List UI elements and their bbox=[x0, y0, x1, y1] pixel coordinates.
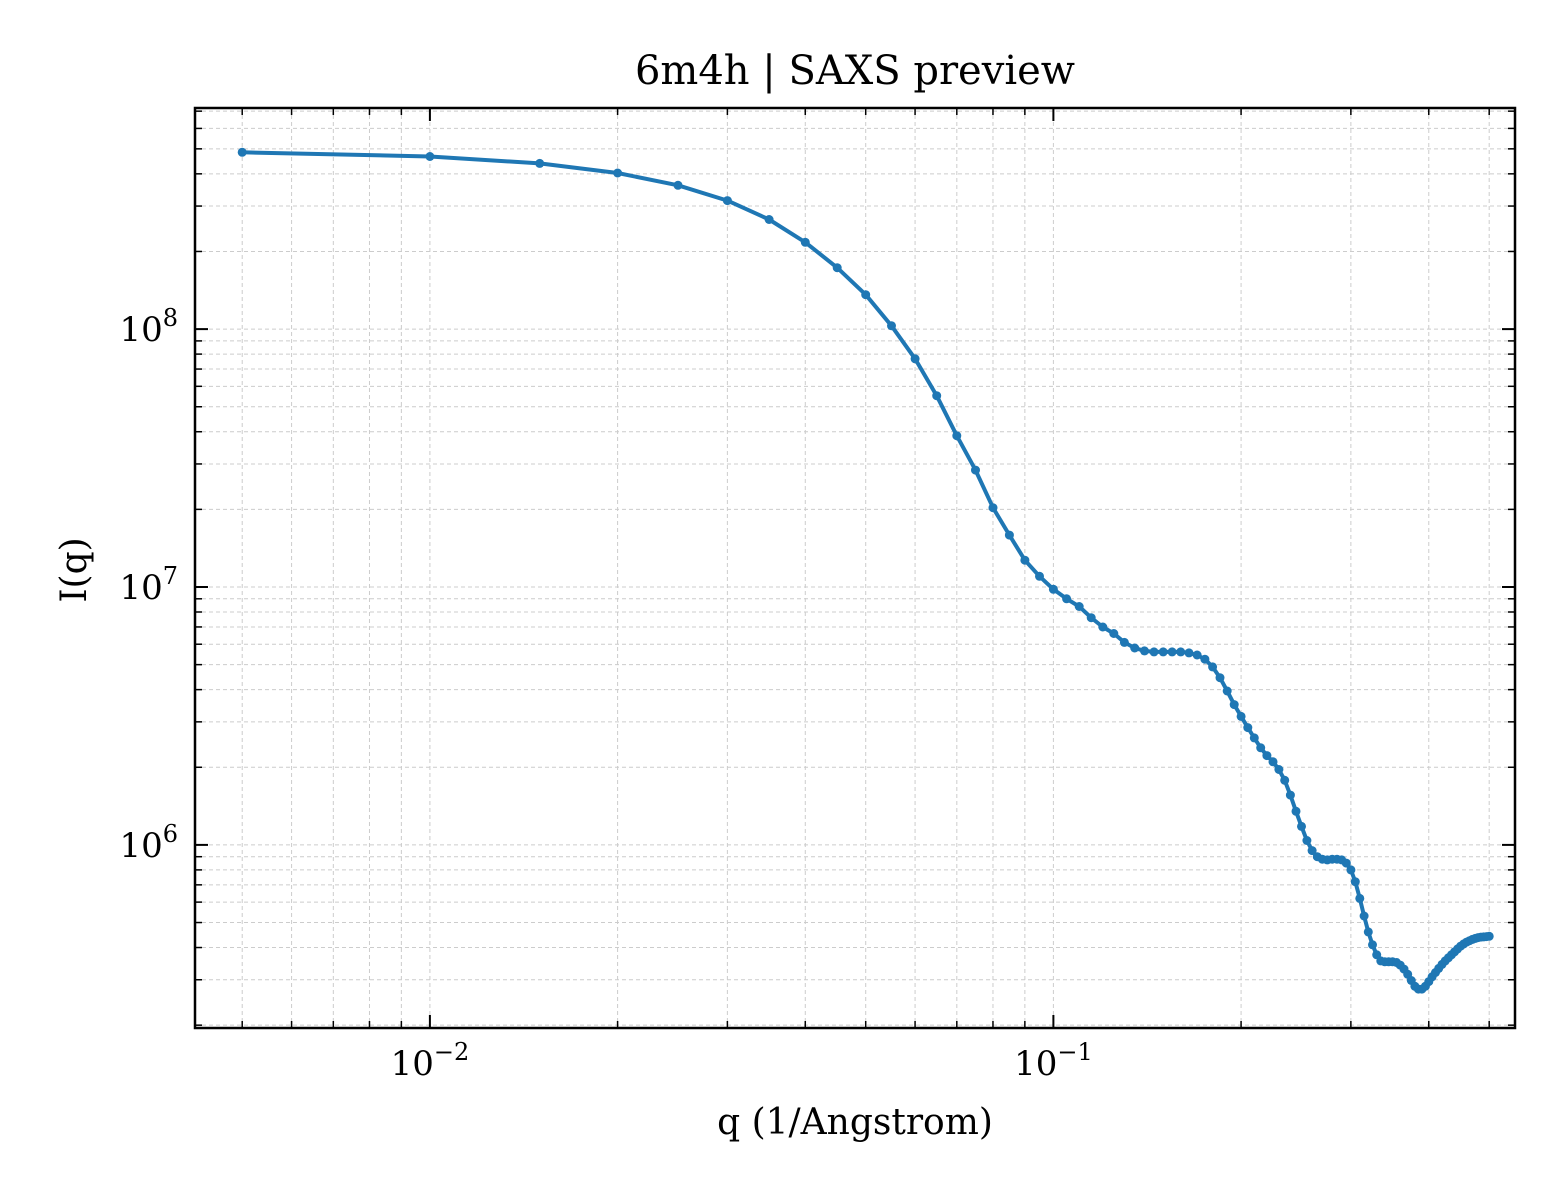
data-point bbox=[1222, 686, 1232, 696]
x-tick-label: 10−2 bbox=[391, 1038, 470, 1084]
data-point bbox=[1109, 629, 1119, 638]
data-point bbox=[971, 465, 980, 475]
data-point bbox=[1149, 647, 1159, 657]
data-point bbox=[535, 158, 545, 168]
data-point bbox=[1346, 865, 1356, 875]
y-tick-label: 106 bbox=[119, 820, 178, 866]
data-point bbox=[1268, 757, 1278, 767]
data-point bbox=[237, 147, 247, 157]
data-point bbox=[1098, 622, 1108, 632]
x-axis-label: q (1/Angstrom) bbox=[717, 1102, 993, 1143]
plot-area bbox=[237, 147, 1494, 994]
x-tick-label: 10−1 bbox=[1014, 1038, 1093, 1084]
data-point bbox=[1274, 765, 1284, 774]
data-point bbox=[1176, 647, 1186, 657]
data-point bbox=[1484, 931, 1494, 941]
data-point bbox=[1119, 637, 1129, 647]
axes-frame bbox=[193, 106, 1517, 1030]
data-point bbox=[1285, 790, 1295, 800]
data-point bbox=[1262, 751, 1272, 761]
data-point bbox=[1192, 650, 1202, 660]
data-point bbox=[932, 391, 942, 401]
data-point bbox=[1291, 806, 1301, 816]
data-point bbox=[1130, 643, 1140, 653]
data-point bbox=[1048, 584, 1058, 594]
data-point bbox=[764, 215, 774, 224]
data-point bbox=[1184, 648, 1194, 658]
data-point bbox=[1215, 673, 1225, 683]
data-point bbox=[1280, 775, 1290, 785]
data-point bbox=[613, 168, 623, 178]
data-point bbox=[1229, 700, 1239, 710]
data-point bbox=[1359, 911, 1369, 921]
data-point bbox=[1350, 877, 1360, 887]
data-point bbox=[425, 152, 435, 161]
data-point bbox=[887, 321, 896, 331]
data-point bbox=[988, 503, 998, 513]
y-tick-label: 108 bbox=[119, 304, 178, 350]
data-point bbox=[952, 431, 962, 441]
data-point bbox=[910, 354, 920, 364]
data-point bbox=[1074, 602, 1084, 611]
data-point bbox=[1086, 613, 1096, 623]
data-point bbox=[1167, 647, 1177, 657]
y-axis-label: I(q) bbox=[54, 537, 95, 602]
data-point bbox=[1307, 846, 1317, 856]
data-point bbox=[1368, 940, 1377, 950]
chart-title: 6m4h | SAXS preview bbox=[635, 48, 1075, 94]
data-point bbox=[1243, 723, 1253, 733]
data-point bbox=[861, 290, 871, 300]
data-point bbox=[1062, 594, 1072, 604]
data-point bbox=[1035, 571, 1044, 581]
grid bbox=[195, 108, 1515, 1028]
data-point bbox=[1236, 711, 1246, 721]
y-tick-label: 107 bbox=[119, 562, 178, 608]
data-point bbox=[1341, 858, 1351, 868]
data-point bbox=[1208, 662, 1218, 672]
data-point bbox=[673, 180, 683, 190]
data-point bbox=[1256, 743, 1266, 753]
data-point bbox=[1158, 647, 1168, 657]
ticks: 10−2 10−1 106 107 108 bbox=[119, 108, 1515, 1084]
data-point bbox=[800, 237, 810, 247]
data-point bbox=[832, 263, 842, 273]
data-point bbox=[1004, 530, 1014, 540]
data-point bbox=[1363, 927, 1373, 937]
data-point bbox=[722, 196, 732, 206]
data-point bbox=[1020, 555, 1030, 565]
data-point bbox=[1249, 733, 1259, 743]
data-point bbox=[1302, 836, 1312, 845]
data-point bbox=[1200, 654, 1210, 664]
data-point bbox=[1355, 893, 1365, 903]
data-point bbox=[1140, 646, 1149, 656]
data-point bbox=[1297, 821, 1306, 831]
